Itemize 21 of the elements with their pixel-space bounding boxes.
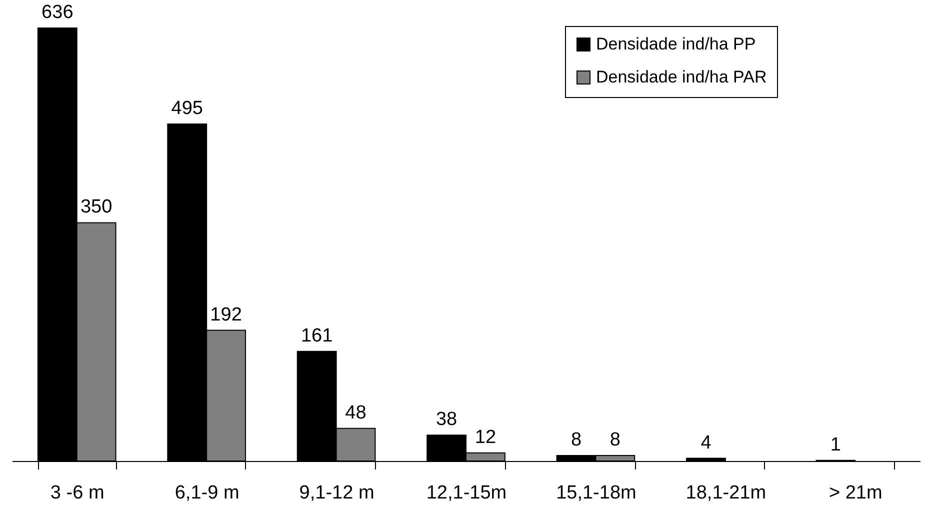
x-tick-label: 15,1-18m — [556, 482, 636, 504]
data-label: 4 — [700, 432, 712, 454]
data-label: 38 — [436, 409, 458, 430]
legend-label: Densidade ind/ha PAR — [596, 68, 767, 86]
x-tick-label: 3 -6 m — [50, 482, 104, 504]
data-label: 8 — [610, 430, 620, 451]
x-tick-label: 6,1-9 m — [174, 482, 240, 504]
data-label: 350 — [80, 196, 112, 218]
data-label: 161 — [300, 325, 333, 346]
data-label: 8 — [570, 430, 582, 451]
x-tick-label: 12,1-15m — [426, 482, 507, 504]
data-label: 192 — [210, 304, 242, 326]
data-label: 12 — [474, 426, 496, 448]
x-tick-label: 18,1-21m — [686, 482, 766, 504]
legend-label: Densidade ind/ha PP — [596, 34, 756, 54]
data-label: 1 — [830, 434, 841, 456]
x-tick-label: 9,1-12 m — [299, 482, 374, 504]
data-label: 636 — [42, 2, 74, 23]
x-tick-label: > 21m — [828, 482, 882, 504]
data-label: 48 — [345, 402, 366, 424]
data-label: 495 — [171, 98, 203, 119]
